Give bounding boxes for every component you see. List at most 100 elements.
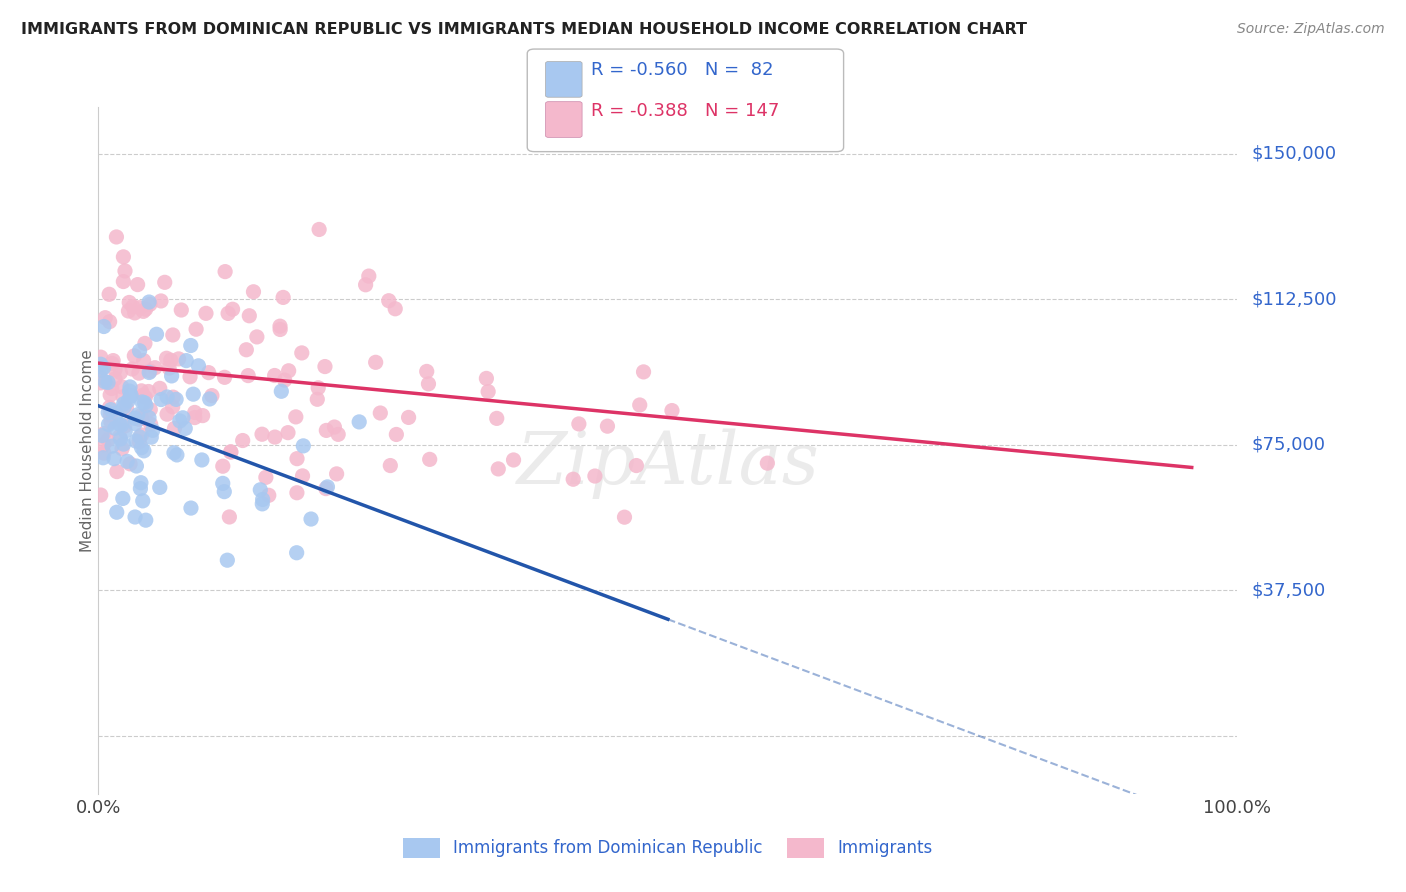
- Text: $150,000: $150,000: [1251, 145, 1336, 162]
- Point: [238, 368, 260, 383]
- Point: [129, 409, 152, 423]
- Point: [169, 414, 191, 428]
- Point: [270, 384, 292, 399]
- Point: [97, 417, 120, 432]
- Point: [252, 497, 274, 511]
- Point: [103, 451, 125, 466]
- Point: [163, 421, 186, 435]
- Point: [98, 388, 121, 402]
- Point: [135, 399, 157, 413]
- Point: [134, 396, 156, 410]
- Point: [155, 351, 177, 366]
- Point: [112, 250, 135, 264]
- Point: [120, 389, 142, 403]
- Point: [97, 405, 120, 419]
- Legend: Immigrants from Dominican Republic, Immigrants: Immigrants from Dominican Republic, Immi…: [396, 830, 939, 864]
- Point: [145, 327, 167, 342]
- Point: [328, 427, 350, 442]
- Point: [100, 415, 122, 429]
- Point: [90, 357, 112, 371]
- Point: [111, 491, 134, 506]
- Point: [214, 484, 236, 499]
- Point: [132, 388, 155, 402]
- Point: [184, 322, 207, 336]
- Point: [315, 424, 337, 438]
- Point: [138, 384, 160, 399]
- Point: [125, 434, 148, 449]
- Point: [628, 398, 651, 412]
- Point: [596, 419, 619, 434]
- Point: [138, 295, 160, 310]
- Point: [149, 480, 172, 494]
- Point: [125, 458, 148, 473]
- Point: [112, 400, 135, 414]
- Point: [308, 222, 330, 236]
- Point: [131, 441, 153, 455]
- Point: [246, 330, 269, 344]
- Text: IMMIGRANTS FROM DOMINICAN REPUBLIC VS IMMIGRANTS MEDIAN HOUSEHOLD INCOME CORRELA: IMMIGRANTS FROM DOMINICAN REPUBLIC VS IM…: [21, 22, 1028, 37]
- Point: [90, 376, 112, 390]
- Point: [315, 482, 337, 496]
- Point: [250, 427, 273, 442]
- Point: [162, 390, 184, 404]
- Point: [101, 353, 124, 368]
- Point: [756, 456, 779, 470]
- Point: [127, 277, 149, 292]
- Point: [104, 421, 127, 435]
- Point: [105, 406, 128, 420]
- Point: [269, 322, 291, 336]
- Point: [166, 448, 188, 462]
- Point: [162, 328, 184, 343]
- Point: [114, 264, 136, 278]
- Point: [156, 407, 179, 421]
- Point: [111, 380, 134, 394]
- Point: [160, 368, 183, 383]
- Point: [347, 415, 370, 429]
- Point: [181, 387, 204, 401]
- Point: [93, 437, 115, 451]
- Point: [183, 410, 205, 425]
- Point: [285, 546, 308, 560]
- Point: [114, 419, 136, 434]
- Point: [135, 302, 157, 317]
- Point: [661, 403, 683, 417]
- Point: [217, 306, 239, 320]
- Point: [159, 353, 181, 368]
- Point: [486, 462, 509, 476]
- Point: [583, 469, 606, 483]
- Point: [156, 390, 179, 404]
- Point: [477, 384, 499, 399]
- Point: [273, 373, 295, 387]
- Point: [128, 301, 150, 315]
- Point: [475, 371, 498, 385]
- Point: [112, 437, 135, 451]
- Point: [197, 366, 219, 380]
- Point: [364, 355, 387, 369]
- Point: [285, 451, 308, 466]
- Point: [323, 420, 346, 434]
- Point: [172, 410, 194, 425]
- Point: [157, 361, 180, 376]
- Point: [90, 488, 112, 502]
- Point: [357, 269, 380, 284]
- Point: [613, 510, 636, 524]
- Point: [221, 302, 243, 317]
- Point: [170, 303, 193, 318]
- Point: [105, 465, 128, 479]
- Point: [135, 513, 157, 527]
- Point: [139, 417, 162, 432]
- Point: [174, 421, 197, 435]
- Point: [132, 304, 155, 318]
- Point: [132, 353, 155, 368]
- Point: [143, 360, 166, 375]
- Point: [127, 408, 149, 422]
- Text: $75,000: $75,000: [1251, 435, 1326, 454]
- Point: [124, 417, 146, 431]
- Point: [167, 351, 190, 366]
- Point: [124, 411, 146, 425]
- Point: [121, 362, 143, 376]
- Point: [219, 445, 242, 459]
- Point: [101, 356, 124, 370]
- Point: [257, 488, 280, 502]
- Text: ZipAtlas: ZipAtlas: [516, 429, 820, 500]
